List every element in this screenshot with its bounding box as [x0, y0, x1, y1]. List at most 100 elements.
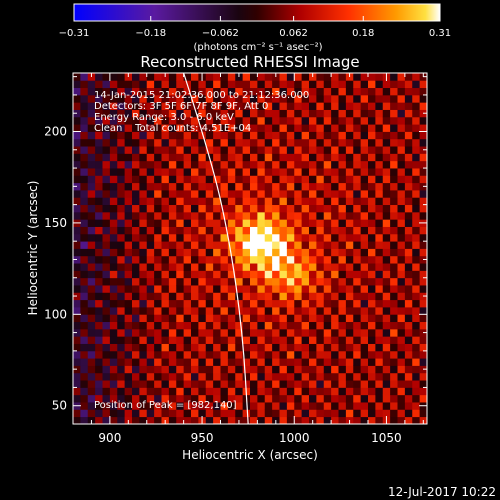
heatmap-cell	[242, 80, 251, 89]
heatmap-cell	[272, 241, 280, 249]
heatmap-cell	[316, 350, 325, 359]
heatmap-cell	[124, 314, 133, 323]
heatmap-cell	[419, 226, 427, 235]
heatmap-cell	[360, 168, 369, 176]
heatmap-cell	[220, 131, 229, 140]
heatmap-cell	[338, 402, 347, 410]
heatmap-cell	[368, 270, 376, 279]
heatmap-cell	[205, 102, 214, 110]
heatmap-cell	[294, 409, 303, 418]
heatmap-cell	[220, 380, 229, 388]
heatmap-cell	[102, 124, 111, 132]
heatmap-cell	[309, 131, 317, 140]
heatmap-cell	[338, 328, 347, 337]
heatmap-cell	[419, 87, 427, 96]
heatmap-cell	[242, 314, 251, 323]
heatmap-cell	[294, 307, 303, 315]
heatmap-cell	[323, 416, 332, 424]
heatmap-cell	[353, 314, 362, 323]
heatmap-cell	[213, 285, 221, 293]
heatmap-cell	[353, 328, 362, 337]
heatmap-cell	[345, 358, 354, 366]
heatmap-cell	[338, 380, 347, 388]
heatmap-cell	[124, 343, 133, 352]
heatmap-cell	[279, 358, 288, 366]
heatmap-cell	[109, 204, 118, 213]
heatmap-cell	[272, 336, 280, 344]
heatmap-cell	[95, 80, 103, 89]
heatmap-cell	[183, 146, 192, 154]
heatmap-cell	[368, 87, 376, 96]
heatmap-cell	[176, 131, 185, 140]
heatmap-cell	[309, 153, 317, 162]
heatmap-cell	[390, 343, 398, 352]
heatmap-cell	[242, 146, 251, 154]
heatmap-cell	[205, 80, 214, 89]
heatmap-cell	[176, 277, 185, 286]
heatmap-cell	[338, 226, 347, 235]
heatmap-cell	[139, 358, 148, 366]
heatmap-cell	[87, 80, 96, 89]
heatmap-cell	[257, 270, 266, 279]
heatmap-cell	[257, 336, 266, 344]
heatmap-cell	[353, 182, 362, 191]
heatmap-cell	[301, 255, 310, 264]
heatmap-cell	[117, 175, 126, 184]
heatmap-cell	[338, 343, 347, 352]
heatmap-cell	[176, 402, 185, 410]
heatmap-cell	[227, 416, 236, 424]
heatmap-cell	[87, 219, 96, 227]
heatmap-cell	[404, 365, 413, 374]
heatmap-cell	[227, 409, 236, 418]
heatmap-cell	[235, 124, 244, 132]
heatmap-cell	[205, 343, 214, 352]
heatmap-cell	[213, 409, 221, 418]
heatmap-cell	[390, 314, 398, 323]
heatmap-cell	[235, 402, 244, 410]
heatmap-cell	[390, 321, 398, 330]
heatmap-cell	[390, 131, 398, 140]
heatmap-cell	[87, 402, 96, 410]
heatmap-cell	[264, 211, 273, 220]
heatmap-cell	[412, 255, 421, 264]
heatmap-cell	[294, 285, 303, 293]
heatmap-cell	[264, 102, 273, 110]
heatmap-cell	[375, 365, 384, 374]
heatmap-cell	[419, 197, 427, 206]
heatmap-cell	[264, 372, 273, 381]
heatmap-cell	[250, 292, 258, 301]
heatmap-cell	[404, 241, 413, 249]
heatmap-cell	[183, 219, 192, 227]
heatmap-cell	[146, 350, 155, 359]
colorbar-tick-label: −0.062	[202, 28, 239, 39]
heatmap-cell	[139, 328, 148, 337]
heatmap-cell	[198, 153, 207, 162]
heatmap-cell	[272, 102, 280, 110]
heatmap-cell	[191, 211, 199, 220]
heatmap-cell	[264, 153, 273, 162]
heatmap-cell	[316, 211, 325, 220]
heatmap-cell	[95, 314, 103, 323]
heatmap-cell	[375, 248, 384, 257]
heatmap-cell	[242, 263, 251, 271]
heatmap-cell	[191, 416, 199, 424]
heatmap-cell	[345, 255, 354, 264]
heatmap-cell	[213, 314, 221, 323]
heatmap-cell	[132, 182, 140, 191]
heatmap-cell	[419, 211, 427, 220]
heatmap-cell	[264, 365, 273, 374]
heatmap-cell	[242, 182, 251, 191]
heatmap-cell	[360, 233, 369, 242]
heatmap-cell	[109, 153, 118, 162]
heatmap-cell	[227, 116, 236, 125]
heatmap-cell	[102, 146, 111, 154]
heatmap-cell	[301, 138, 310, 147]
heatmap-cell	[102, 314, 111, 323]
heatmap-cell	[109, 219, 118, 227]
heatmap-cell	[109, 80, 118, 89]
heatmap-cell	[390, 358, 398, 366]
heatmap-cell	[286, 292, 295, 301]
heatmap-cell	[404, 321, 413, 330]
heatmap-cell	[382, 263, 391, 271]
heatmap-cell	[198, 402, 207, 410]
